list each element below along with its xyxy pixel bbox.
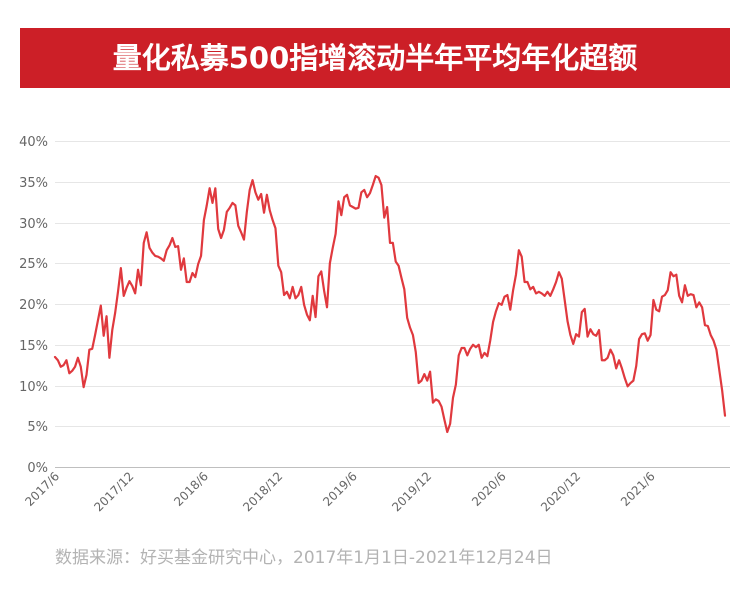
x-tick-label: 2020/12: [538, 469, 583, 514]
x-tick-label: 2017/12: [91, 469, 136, 514]
y-tick-label: 35%: [19, 176, 48, 191]
x-tick-label: 2020/6: [469, 469, 509, 509]
y-axis-labels: 0% 5% 10% 15% 20% 25% 30% 35% 40%: [19, 135, 48, 476]
y-tick-label: 30%: [19, 217, 48, 232]
y-tick-label: 40%: [19, 135, 48, 150]
y-tick-label: 15%: [19, 339, 48, 354]
x-axis-labels: 2017/6 2017/12 2018/6 2018/12 2019/6 2019/12 2…: [22, 469, 657, 514]
series-line: [53, 174, 727, 434]
source-note: 数据来源：好买基金研究中心，2017年1月1日-2021年12月24日: [55, 548, 553, 568]
x-tick-label: 2018/6: [171, 469, 211, 509]
y-tick-label: 5%: [27, 420, 48, 435]
title-banner: 量化私募500指增滚动半年平均年化超额: [20, 28, 730, 88]
x-tick-label: 2018/12: [240, 469, 285, 514]
x-tick-label: 2019/6: [320, 469, 360, 509]
series-group: [53, 174, 727, 434]
chart-title: 量化私募500指增滚动半年平均年化超额: [112, 41, 638, 75]
x-tick-label: 2021/6: [618, 469, 658, 509]
x-tick-label: 2019/12: [389, 469, 434, 514]
y-tick-label: 25%: [19, 257, 48, 272]
y-tick-label: 0%: [27, 461, 48, 476]
y-tick-label: 20%: [19, 298, 48, 313]
gridlines: [55, 141, 730, 468]
y-tick-label: 10%: [19, 380, 48, 395]
